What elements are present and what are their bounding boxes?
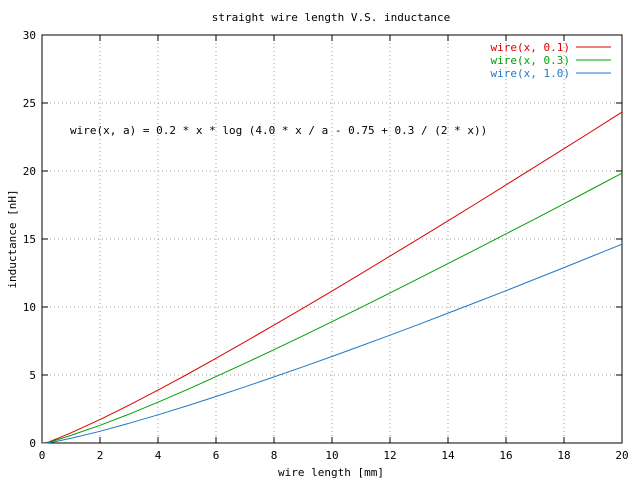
chart-title: straight wire length V.S. inductance — [212, 11, 450, 24]
x-tick-label: 8 — [271, 449, 278, 462]
x-tick-label: 2 — [97, 449, 104, 462]
y-tick-label: 20 — [23, 165, 36, 178]
series-line-2 — [41, 172, 623, 444]
x-tick-label: 0 — [39, 449, 46, 462]
y-tick-label: 5 — [29, 369, 36, 382]
axis-ticks: 0 2 4 6 8 10 12 14 16 18 20 0 5 10 15 20 25 30 — [23, 29, 629, 462]
y-tick-label: 10 — [23, 301, 36, 314]
y-tick-label: 15 — [23, 233, 36, 246]
grid — [42, 35, 622, 443]
series-lines — [41, 111, 623, 444]
y-tick-label: 25 — [23, 97, 36, 110]
y-tick-label: 30 — [23, 29, 36, 42]
x-tick-label: 16 — [499, 449, 512, 462]
series-line-3 — [41, 243, 623, 444]
x-tick-label: 10 — [325, 449, 338, 462]
legend: wire(x, 0.1)wire(x, 0.3)wire(x, 1.0) — [491, 41, 611, 80]
y-axis-label: inductance [nH] — [6, 189, 19, 288]
legend-label: wire(x, 1.0) — [491, 67, 570, 80]
annotation-formula: wire(x, a) = 0.2 * x * log (4.0 * x / a … — [70, 124, 487, 137]
legend-label: wire(x, 0.3) — [491, 54, 570, 67]
x-tick-label: 4 — [155, 449, 162, 462]
y-tick-label: 0 — [29, 437, 36, 450]
x-tick-label: 14 — [441, 449, 455, 462]
x-tick-label: 6 — [213, 449, 220, 462]
x-tick-label: 12 — [383, 449, 396, 462]
legend-label: wire(x, 0.1) — [491, 41, 570, 54]
x-tick-label: 20 — [615, 449, 628, 462]
x-axis-label: wire length [mm] — [278, 466, 384, 479]
series-line-1 — [41, 111, 623, 444]
x-tick-label: 18 — [557, 449, 570, 462]
